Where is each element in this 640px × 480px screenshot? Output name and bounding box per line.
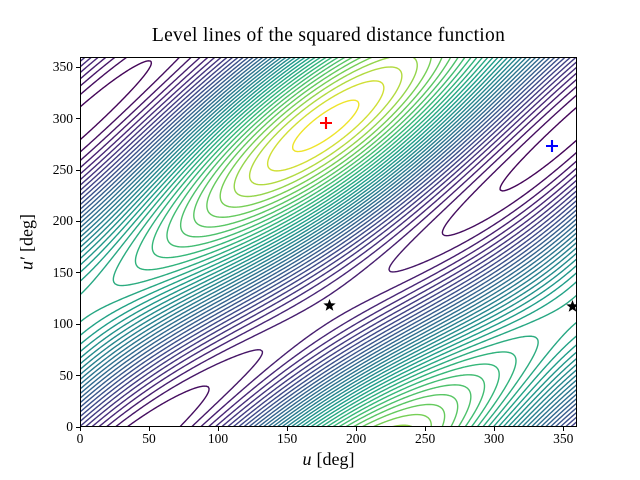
x-tick-mark (79, 427, 81, 431)
x-axis-variable: u (302, 449, 312, 469)
chart-title: Level lines of the squared distance func… (151, 25, 506, 46)
x-tick-mark (424, 427, 426, 431)
x-tick-label: 250 (415, 431, 436, 446)
y-tick-label: 0 (66, 419, 73, 434)
x-tick-mark (148, 427, 150, 431)
y-tick-label: 150 (52, 264, 73, 280)
y-tick-mark (76, 323, 80, 325)
x-tick-mark (562, 427, 564, 431)
x-tick-label: 200 (345, 431, 367, 446)
y-tick-mark (76, 220, 80, 222)
y-axis-variable: u′ (16, 257, 37, 270)
y-tick-mark (76, 272, 80, 274)
x-axis-label: u [deg] (80, 449, 577, 470)
x-tick-label: 150 (276, 431, 298, 446)
contour-canvas (80, 57, 577, 427)
x-tick-label: 100 (207, 431, 229, 446)
y-axis-label: u′ [deg] (17, 214, 38, 270)
y-tick-label: 350 (52, 59, 73, 75)
y-axis-unit: [deg] (16, 214, 37, 253)
y-tick-mark (76, 426, 80, 428)
x-tick-mark (286, 427, 288, 431)
y-tick-label: 100 (52, 316, 73, 332)
x-tick-mark (355, 427, 357, 431)
y-tick-label: 50 (59, 367, 74, 383)
x-tick-mark (493, 427, 495, 431)
x-tick-label: 350 (553, 431, 574, 446)
y-tick-label: 200 (52, 213, 73, 229)
y-tick-label: 300 (52, 110, 73, 126)
x-tick-label: 0 (76, 431, 84, 446)
y-tick-label: 250 (52, 162, 73, 178)
plot-area (80, 57, 577, 427)
y-tick-mark (76, 375, 80, 377)
y-tick-mark (76, 66, 80, 68)
x-tick-label: 50 (142, 431, 156, 446)
y-tick-mark (76, 118, 80, 120)
y-tick-mark (76, 169, 80, 171)
x-tick-mark (217, 427, 219, 431)
x-axis-unit: [deg] (316, 449, 355, 469)
x-tick-label: 300 (484, 431, 505, 446)
